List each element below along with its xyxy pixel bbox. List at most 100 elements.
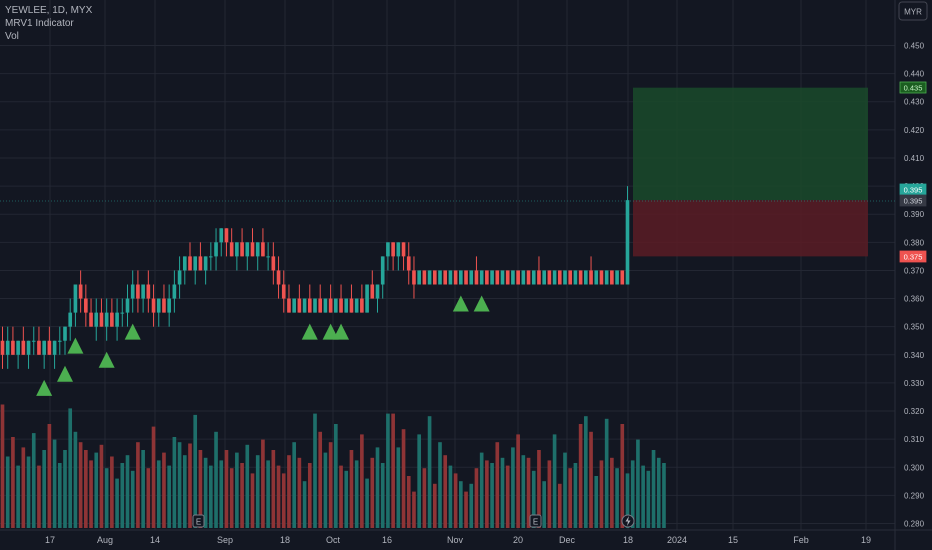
candle [307,284,312,313]
candle [110,298,114,327]
candle [438,270,442,285]
x-tick-label: 14 [150,535,160,545]
candle [573,270,578,285]
volume-bar [172,437,177,528]
volume-bar [37,465,41,528]
volume-bar [115,478,119,528]
y-tick-label: 0.310 [904,435,925,444]
volume-bar [73,431,78,528]
volume-bar [370,457,375,528]
candle [146,270,151,313]
svg-text:0.395: 0.395 [904,197,923,206]
candle [193,256,198,285]
volume-bar [99,444,104,528]
volume-bar [448,465,453,528]
earnings-icon[interactable]: E [529,514,542,528]
candle [552,270,557,285]
volume-bar [406,476,411,528]
candle [568,270,573,285]
volume-bar [302,481,307,528]
candle [479,270,484,285]
volume-bar [5,456,10,528]
dividend-lightning-icon[interactable] [621,514,635,528]
volume-bar [156,460,161,528]
candle [334,298,338,313]
risk-reward-zones[interactable] [633,87,868,257]
price-label-stop: 0.375 [899,250,927,263]
volume-bar [432,483,437,528]
volume-bar [500,457,505,528]
volume-bar [573,463,578,528]
volume-bar [620,424,625,528]
candle [453,270,458,285]
volume-bar [245,444,250,528]
candle [203,256,208,285]
volume-bar [349,450,354,528]
earnings-icon[interactable]: E [192,514,205,528]
candle [396,242,401,271]
volume-bar [31,433,36,528]
y-tick-label: 0.380 [904,238,925,247]
candle [443,270,448,285]
candle [63,326,67,355]
buy-signal-triangle [473,295,490,312]
volume-bar [261,439,265,528]
volume-bar [297,457,302,528]
candle [172,270,177,313]
volume-bar [615,468,619,528]
candle [422,270,427,285]
price-axis[interactable]: 0.4500.4400.4300.4200.4100.4000.3900.380… [899,42,927,529]
time-axis[interactable]: 17 Aug 14 Sep 18 Oct 16 Nov 20 Dec 18 2024 15 Feb 19 [45,535,871,545]
y-tick-label: 0.320 [904,407,925,416]
price-label-target: 0.435 [899,81,927,94]
signal-markers [36,295,490,396]
candle [406,242,411,285]
y-tick-label: 0.430 [904,98,925,107]
volume-bar [354,460,359,528]
volume-bar [505,465,510,528]
volume-bar [630,460,635,528]
volume-bar [193,414,198,528]
candle [73,284,78,327]
candle [459,270,463,285]
volume-bar [636,439,640,528]
y-tick-label: 0.450 [904,42,925,51]
candle [380,256,385,299]
volume-bar [307,463,312,528]
candle [531,270,536,285]
loss-zone[interactable] [633,200,868,257]
candle [370,270,375,299]
volume-bars [0,404,666,528]
candle [261,228,265,257]
volume-bar [656,457,661,528]
x-tick-label: 2024 [667,535,687,545]
candle [302,298,307,313]
volume-bar [568,468,573,528]
x-tick-label: Feb [793,535,809,545]
currency-button[interactable]: MYR [898,1,928,21]
volume-bar [334,424,338,528]
candle [563,270,567,285]
indicator-label[interactable]: MRV1 Indicator [5,18,74,29]
candle [604,270,609,285]
candle [599,270,604,285]
candles [0,186,630,369]
svg-text:0.375: 0.375 [904,253,923,262]
candle [610,270,614,285]
volume-bar [94,452,99,528]
volume-bar [396,447,401,528]
candle [432,270,437,285]
candle [287,284,291,313]
buy-signal-triangle [322,323,339,340]
volume-bar [125,455,130,528]
volume-bar [646,470,651,528]
volume-label[interactable]: Vol [5,31,19,42]
candle [386,242,390,271]
profit-zone[interactable] [633,87,868,201]
symbol-title[interactable]: YEWLEE, 1D, MYX [5,5,93,16]
candle [68,298,73,341]
buy-signal-triangle [301,323,318,340]
candle [417,270,421,285]
